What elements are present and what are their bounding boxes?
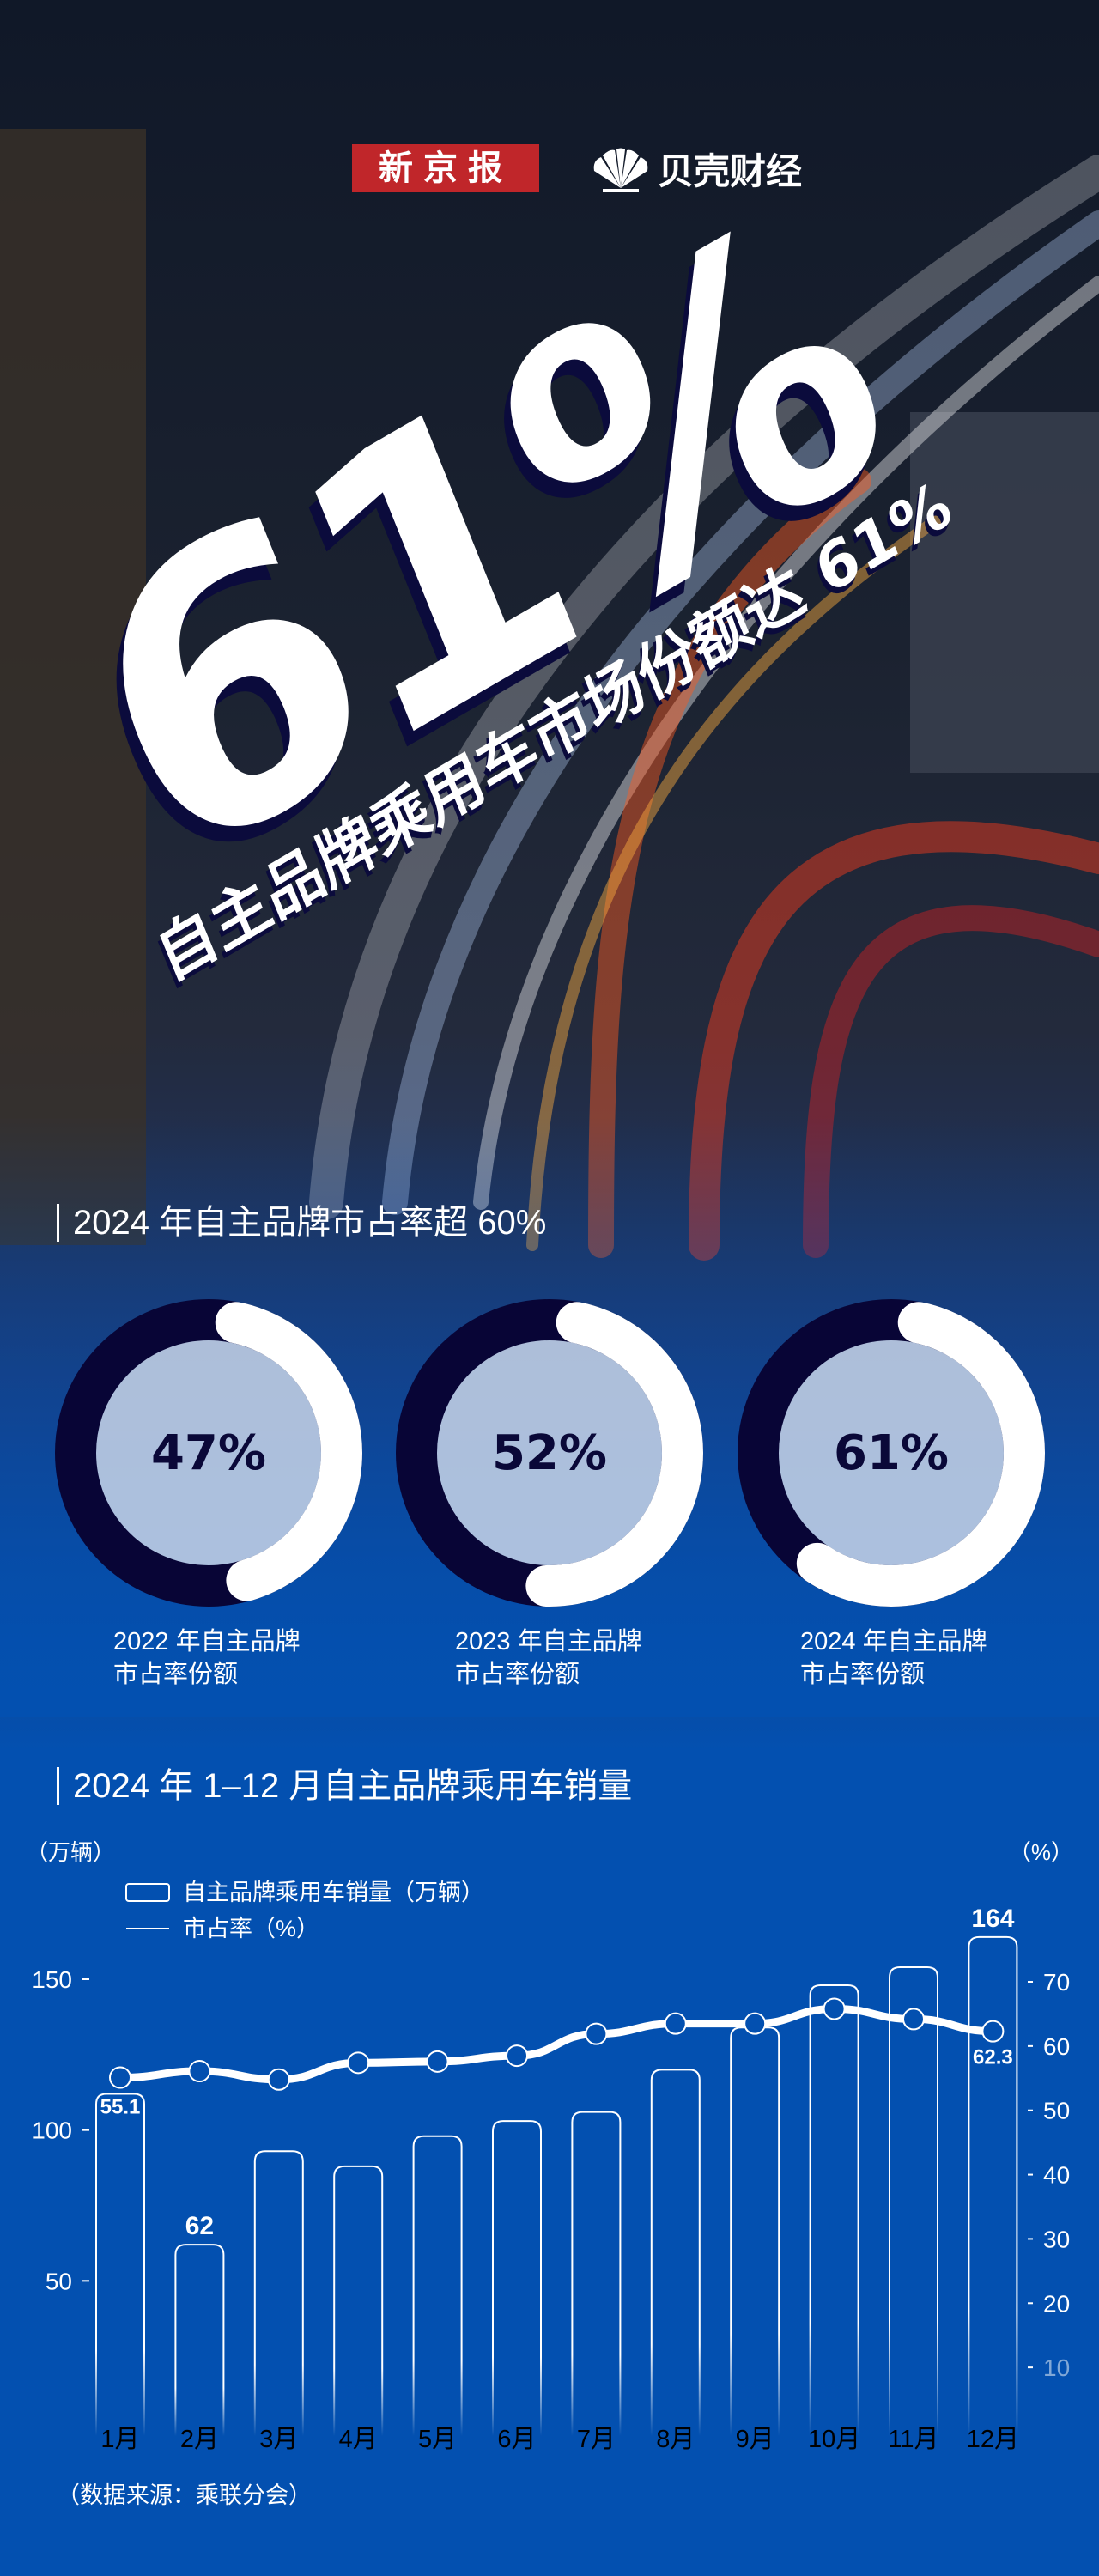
legend: 自主品牌乘用车销量（万辆） 市占率（%） bbox=[125, 1880, 484, 1941]
donut-share-arc bbox=[396, 1299, 703, 1607]
beike-caijing-text: 贝壳财经 bbox=[658, 151, 803, 191]
data-source: （数据来源：乘联分会） bbox=[57, 2482, 312, 2508]
month-label: 4月 bbox=[339, 2426, 378, 2453]
month-label: 8月 bbox=[656, 2426, 695, 2453]
data-label: 62.3 bbox=[973, 2046, 1013, 2069]
left-tick-label: 150 bbox=[32, 1966, 72, 1993]
right-tick-label: 60 bbox=[1043, 2033, 1070, 2060]
share-point-2月 bbox=[188, 2060, 211, 2083]
month-label: 5月 bbox=[418, 2426, 457, 2453]
left-tick-label: 50 bbox=[46, 2268, 72, 2294]
caption-line: 2024 年自主品牌 bbox=[800, 1628, 987, 1656]
legend-bar-label: 自主品牌乘用车销量（万辆） bbox=[183, 1880, 484, 1905]
right-axis-label: （%） bbox=[1009, 1839, 1073, 1865]
share-point-7月 bbox=[585, 2022, 608, 2045]
bar-3月 bbox=[253, 2150, 304, 2436]
share-point-9月 bbox=[744, 2012, 767, 2035]
bar-6月 bbox=[492, 2120, 542, 2436]
share-point-6月 bbox=[506, 2044, 528, 2068]
month-label: 11月 bbox=[888, 2426, 938, 2453]
month-label: 3月 bbox=[259, 2426, 298, 2453]
donut-value: 61% bbox=[833, 1425, 950, 1481]
sales-chart: （万辆） （%） 自主品牌乘用车销量（万辆） 市占率（%） 50 100 150 10… bbox=[26, 1839, 1073, 2508]
caption-line: 2022 年自主品牌 bbox=[113, 1628, 301, 1656]
right-tick-label: 40 bbox=[1043, 2162, 1070, 2189]
donut-center bbox=[94, 1339, 323, 1567]
caption-line: 市占率份额 bbox=[800, 1661, 926, 1688]
section2-title: 2024 年 1–12 月自主品牌乘用车销量 bbox=[57, 1767, 632, 1805]
bar-12月 bbox=[968, 1935, 1018, 2436]
share-point-3月 bbox=[267, 2068, 290, 2091]
share-point-11月 bbox=[902, 2008, 925, 2031]
caption-line: 2023 年自主品牌 bbox=[455, 1628, 642, 1656]
donut-value: 47% bbox=[150, 1425, 267, 1481]
bar-11月 bbox=[889, 1965, 938, 2436]
donut-center bbox=[435, 1339, 664, 1567]
share-line bbox=[119, 2004, 993, 2084]
share-point-5月 bbox=[426, 2050, 449, 2073]
month-label: 2月 bbox=[180, 2426, 219, 2453]
donut-2023: 52% bbox=[391, 1294, 708, 1612]
left-axis-label: （万辆） bbox=[26, 1839, 115, 1865]
beike-caijing-logo: 贝壳财经 bbox=[591, 143, 802, 195]
shell-icon bbox=[593, 148, 648, 192]
left-tick-label: 100 bbox=[32, 2117, 72, 2144]
xinjingbao-logo: 新京报 bbox=[352, 144, 539, 192]
month-label: 12月 bbox=[967, 2426, 1019, 2453]
month-label: 6月 bbox=[497, 2426, 536, 2453]
donut-2024: 61% bbox=[732, 1294, 1050, 1612]
caption-line: 市占率份额 bbox=[113, 1661, 239, 1688]
donut-caption-2024: 2024 年自主品牌 市占率份额 bbox=[800, 1625, 1023, 1691]
month-label: 10月 bbox=[808, 2426, 860, 2453]
right-tick-label: 70 bbox=[1043, 1969, 1070, 1996]
donut-caption-2022: 2022 年自主品牌 市占率份额 bbox=[113, 1625, 337, 1691]
share-point-8月 bbox=[664, 2012, 687, 2035]
donut-value: 52% bbox=[491, 1425, 608, 1481]
month-label: 7月 bbox=[577, 2426, 616, 2453]
bar-10月 bbox=[809, 1984, 859, 2436]
right-tick-label: 50 bbox=[1043, 2098, 1070, 2124]
legend-line-label: 市占率（%） bbox=[183, 1916, 319, 1941]
bar-1月 bbox=[95, 2093, 145, 2436]
donut-share-arc bbox=[55, 1299, 362, 1607]
data-label: 62 bbox=[185, 2212, 214, 2240]
section1-title: 2024 年自主品牌市占率超 60% bbox=[57, 1204, 546, 1242]
data-label: 164 bbox=[971, 1905, 1014, 1933]
donut-share-arc bbox=[738, 1299, 1045, 1607]
bar-4月 bbox=[333, 2165, 384, 2436]
caption-line: 市占率份额 bbox=[455, 1661, 580, 1688]
donut-center bbox=[777, 1339, 1005, 1567]
legend-bar-swatch bbox=[125, 1883, 170, 1902]
right-tick-label: 20 bbox=[1043, 2290, 1070, 2317]
share-point-12月 bbox=[981, 2020, 1005, 2043]
bar-8月 bbox=[650, 2069, 701, 2436]
share-point-10月 bbox=[823, 1997, 846, 2020]
right-tick-label: 30 bbox=[1043, 2226, 1070, 2252]
data-label: 55.1 bbox=[100, 2096, 141, 2119]
bar-5月 bbox=[412, 2135, 463, 2436]
right-tick-label: 10 bbox=[1043, 2354, 1070, 2381]
month-label: 1月 bbox=[100, 2426, 139, 2453]
share-point-1月 bbox=[109, 2066, 131, 2089]
month-label: 9月 bbox=[736, 2426, 774, 2453]
donut-2022: 47% bbox=[50, 1294, 367, 1612]
bar-9月 bbox=[730, 2026, 780, 2436]
bar-2月 bbox=[174, 2244, 225, 2436]
donut-caption-2023: 2023 年自主品牌 市占率份额 bbox=[455, 1625, 678, 1691]
bar-7月 bbox=[571, 2111, 622, 2436]
share-point-4月 bbox=[347, 2051, 370, 2075]
